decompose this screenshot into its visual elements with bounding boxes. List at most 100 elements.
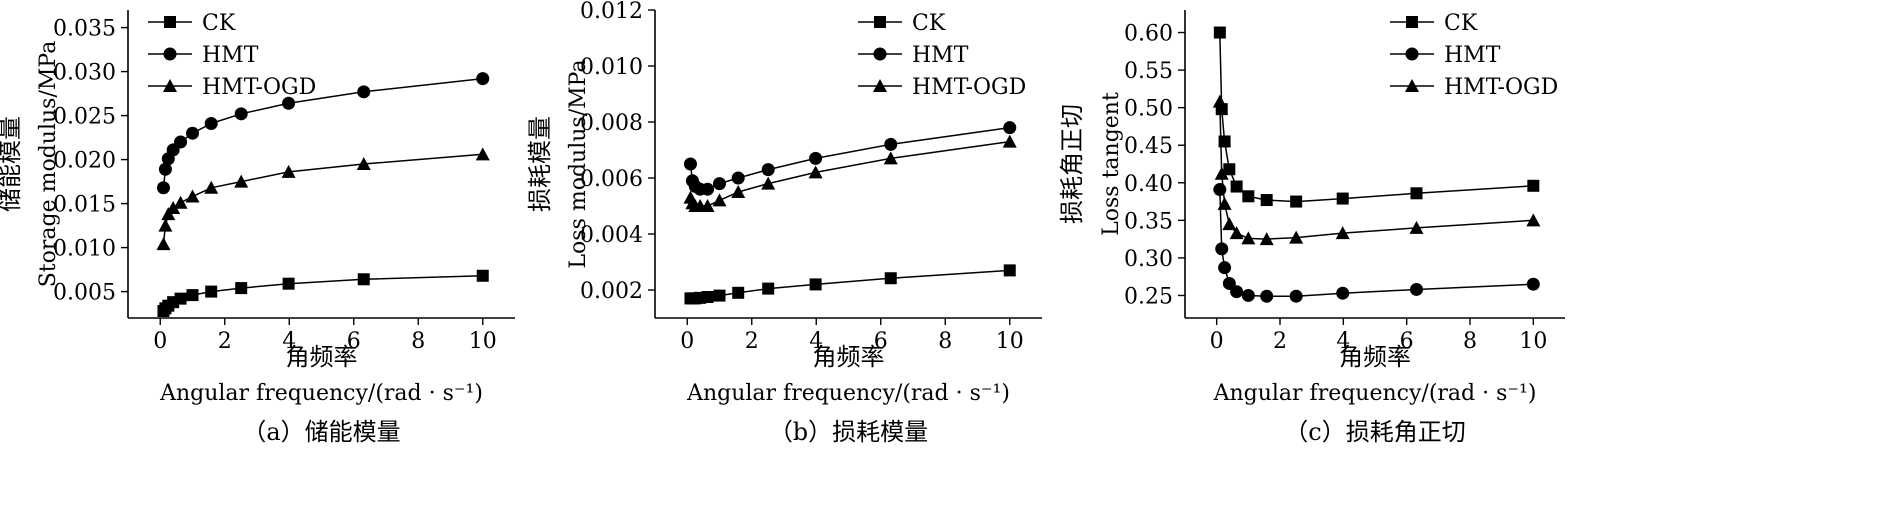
- data-point: [476, 269, 489, 282]
- data-point: [235, 282, 248, 295]
- data-point: [1409, 220, 1424, 234]
- data-point: [356, 157, 371, 170]
- data-point: [1409, 282, 1423, 296]
- data-point: [282, 277, 295, 290]
- data-point: [156, 237, 171, 251]
- y-tick-label: 0.35: [1124, 209, 1173, 234]
- legend-label: HMT: [1444, 43, 1501, 68]
- series-hmt-ogd: [156, 147, 490, 251]
- x-tick-label: 8: [1463, 329, 1477, 354]
- data-point: [1335, 226, 1350, 240]
- data-point: [156, 181, 170, 195]
- x-tick-label: 6: [874, 329, 888, 354]
- data-point: [357, 273, 370, 286]
- data-point: [282, 96, 296, 110]
- data-point: [1229, 226, 1244, 240]
- y-tick-label: 0.30: [1124, 247, 1173, 272]
- data-point: [185, 189, 200, 203]
- data-point: [1527, 179, 1540, 192]
- legend: CK HMT HMT-OGD: [858, 11, 1026, 100]
- legend-label: HMT-OGD: [912, 75, 1026, 100]
- legend-label: CK: [202, 11, 236, 36]
- data-point: [1259, 232, 1274, 246]
- data-point: [884, 137, 898, 151]
- legend-label: HMT: [202, 43, 259, 68]
- data-point: [1289, 289, 1303, 303]
- y-tick-label: 0.010: [580, 55, 643, 80]
- legend: CK HMT HMT-OGD: [1390, 11, 1558, 100]
- data-point: [683, 157, 697, 171]
- legend-label: CK: [1444, 11, 1478, 36]
- data-point: [174, 292, 187, 305]
- data-point: [186, 126, 199, 140]
- data-point: [761, 163, 775, 177]
- legend: CK HMT HMT-OGD: [148, 11, 316, 100]
- x-tick-label: 8: [411, 329, 425, 354]
- data-point: [1218, 261, 1232, 275]
- y-tick-label: 0.005: [53, 281, 116, 306]
- series-hmt: [156, 72, 490, 195]
- data-point: [476, 72, 490, 86]
- legend-marker: [1405, 47, 1419, 61]
- data-point: [884, 272, 897, 285]
- data-point: [1260, 289, 1274, 303]
- y-axis-label-en: Storage modulus/MPa: [36, 41, 61, 288]
- y-tick-label: 0.008: [580, 111, 643, 136]
- data-point: [731, 171, 745, 185]
- data-point: [173, 195, 188, 209]
- series-ck: [157, 269, 489, 317]
- legend-marker: [873, 79, 887, 92]
- series-hmt: [683, 121, 1017, 196]
- data-point: [234, 174, 249, 188]
- x-tick-label: 10: [996, 329, 1024, 354]
- data-point: [809, 278, 822, 291]
- data-point: [1336, 192, 1349, 205]
- legend-label: HMT: [912, 43, 969, 68]
- data-point: [204, 117, 218, 131]
- data-point: [205, 285, 218, 298]
- data-point: [700, 199, 715, 212]
- y-axis-label-cn: 损耗角正切: [1058, 104, 1086, 224]
- series-hmt-ogd: [683, 134, 1017, 212]
- data-point: [1223, 163, 1236, 176]
- data-point: [1230, 180, 1243, 193]
- data-point: [731, 185, 746, 198]
- y-tick-label: 0.55: [1124, 59, 1173, 84]
- data-point: [1212, 94, 1227, 108]
- x-tick-label: 2: [218, 329, 232, 354]
- y-tick-label: 0.50: [1124, 97, 1173, 122]
- y-tick-label: 0.010: [53, 237, 116, 262]
- data-point: [281, 164, 296, 178]
- x-tick-label: 6: [1400, 329, 1414, 354]
- data-point: [1003, 121, 1017, 135]
- x-tick-label: 2: [1273, 329, 1287, 354]
- x-axis-label-cn: 角频率: [813, 343, 885, 371]
- legend-label: CK: [912, 11, 946, 36]
- y-tick-label: 0.006: [580, 167, 643, 192]
- y-tick-label: 0.012: [580, 0, 643, 24]
- x-axis-label-cn: 角频率: [1339, 343, 1411, 371]
- x-tick-label: 0: [680, 329, 694, 354]
- data-point: [158, 218, 173, 232]
- data-point: [1241, 231, 1256, 245]
- data-point: [1526, 213, 1541, 227]
- y-axis-label-cn: 损耗模量: [526, 116, 554, 212]
- y-tick-label: 0.030: [53, 61, 116, 86]
- data-point: [174, 135, 188, 149]
- x-tick-label: 2: [745, 329, 759, 354]
- legend-marker: [873, 47, 887, 61]
- y-tick-label: 0.004: [580, 223, 643, 248]
- data-point: [1410, 187, 1423, 200]
- x-tick-label: 4: [809, 329, 823, 354]
- series-line: [1219, 101, 1534, 240]
- data-point: [809, 151, 823, 165]
- data-point: [1214, 166, 1229, 180]
- y-tick-label: 0.025: [53, 105, 116, 130]
- y-tick-label: 0.002: [580, 279, 643, 304]
- y-axis-label-cn: 储能模量: [0, 116, 24, 212]
- data-point: [701, 291, 714, 303]
- x-axis-label-en: Angular frequency/(rad · s⁻¹): [686, 381, 1010, 406]
- panel-loss-modulus: 0 2 4 6 8 10 0.002 0.004 0.006 0.008 0.010 0.012 角频率…: [526, 0, 1042, 446]
- data-point: [1230, 285, 1244, 299]
- data-point: [1526, 277, 1540, 291]
